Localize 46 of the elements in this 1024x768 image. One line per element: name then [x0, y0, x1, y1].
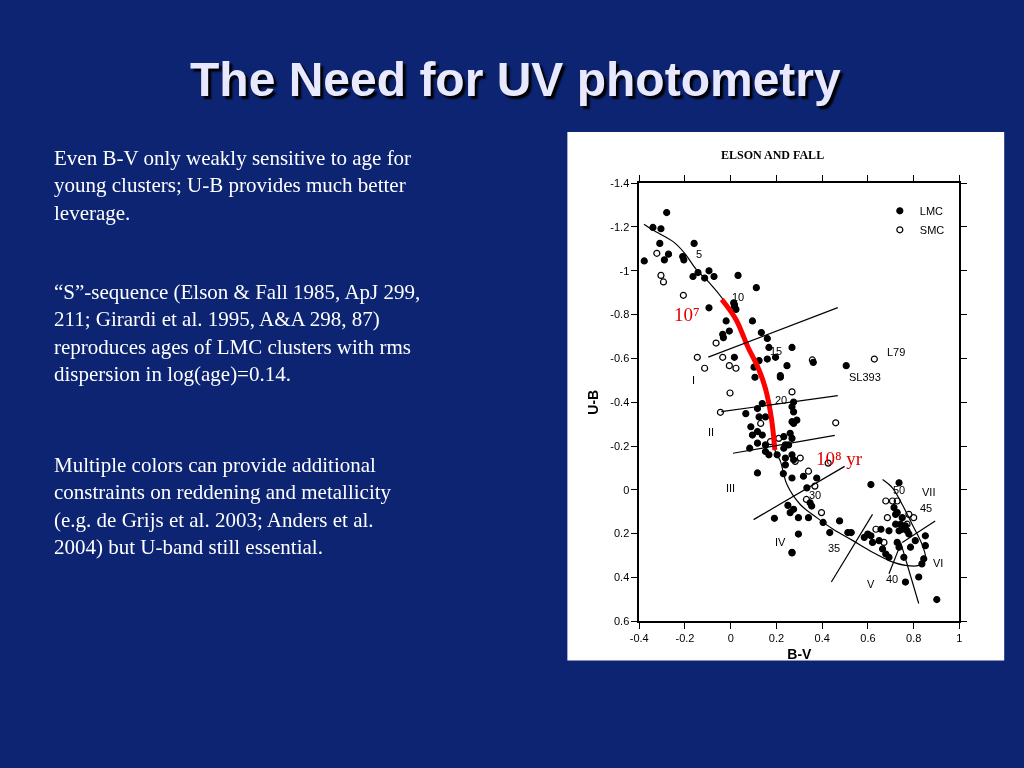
text: Multiple colors can provide additional constraints on reddening and metallicity (e.g. de Grijs et al. 2003; Anders et al. 2004) but U-band still essential.	[54, 453, 392, 559]
annotation: 10⁸ yr	[816, 448, 863, 469]
y-tick-label: -0.8	[610, 308, 630, 321]
annotation: 10⁷	[674, 304, 700, 325]
annotation: 20	[775, 394, 788, 406]
annotation: 35	[828, 542, 841, 554]
annotation: II	[708, 426, 715, 438]
annotation: 40	[886, 573, 899, 585]
annotation: VI	[933, 557, 944, 569]
x-tick-label: -0.4	[629, 632, 649, 645]
legend-label: SMC	[919, 224, 945, 237]
y-tick-label: -0.4	[610, 396, 630, 409]
x-tick-label: -0.2	[675, 632, 695, 645]
annotation: IV	[775, 536, 787, 548]
x-tick-label: 0.6	[860, 632, 876, 645]
chart-subtitle: ELSON AND FALL	[721, 148, 825, 162]
text: “S”-sequence (Elson & Fall 1985, ApJ 299, 211; Girardi et al. 1995, A&A 298, 87) reproduces ages of LMC clusters with rms dispersion in log(age)=0.14.	[54, 280, 421, 386]
annotation: 30	[809, 489, 822, 501]
annotation: III	[726, 482, 736, 494]
annotation: 5	[696, 248, 703, 260]
x-tick-label: 0	[727, 632, 734, 645]
y-tick-label: -1.2	[610, 220, 630, 233]
y-axis-title: U-B	[585, 389, 602, 415]
y-tick-label: -0.2	[610, 439, 630, 452]
x-axis-title: B-V	[787, 645, 813, 662]
y-tick-label: 0	[623, 483, 630, 496]
y-tick-label: 0.2	[613, 527, 630, 540]
annotation: VII	[922, 486, 936, 498]
chart-title: The Need for UV photometry	[190, 53, 842, 106]
x-tick-label: 1	[956, 632, 963, 645]
x-tick-label: 0.8	[906, 632, 922, 645]
y-tick-label: -1.4	[610, 177, 630, 190]
legend-label: LMC	[919, 205, 944, 218]
x-tick-label: 0.2	[768, 632, 785, 645]
annotation: SL393	[849, 371, 881, 383]
annotation: L79	[887, 346, 906, 358]
annotation: I	[692, 374, 696, 386]
y-tick-label: 0.4	[613, 571, 630, 584]
text: Even B-V only weakly sensitive to age for young clusters; U-B provides much better leverage.	[54, 146, 412, 225]
annotation: 45	[920, 502, 933, 514]
y-tick-label: -1	[619, 264, 630, 277]
y-tick-label: -0.6	[610, 352, 630, 365]
annotation: V	[867, 578, 875, 590]
annotation: 50	[893, 484, 906, 496]
x-tick-label: 0.4	[814, 632, 830, 645]
y-tick-label: 0.6	[613, 615, 630, 628]
